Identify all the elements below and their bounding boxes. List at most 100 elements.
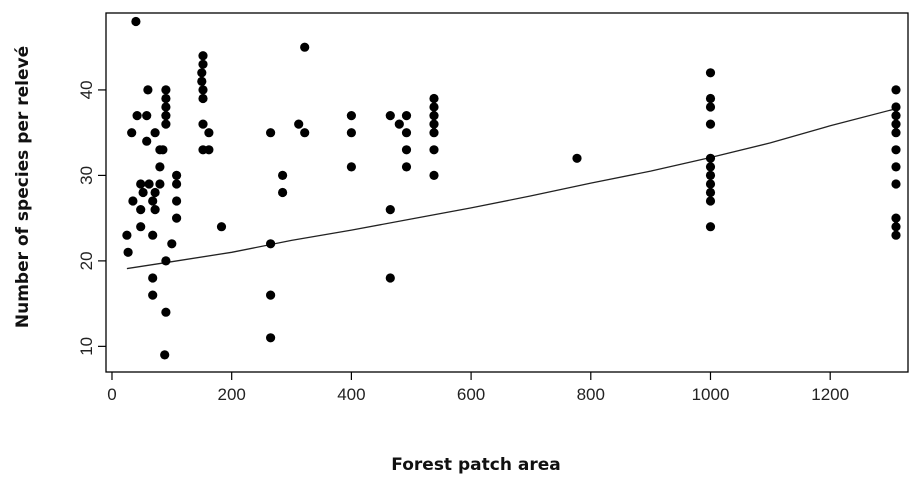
data-point [161, 102, 171, 112]
data-point [158, 145, 168, 155]
data-point [278, 187, 288, 198]
data-point [705, 93, 716, 104]
data-point [385, 273, 395, 283]
data-point [705, 68, 716, 78]
data-point [143, 85, 153, 95]
x-tick-label: 1000 [692, 385, 730, 404]
x-tick-label: 1200 [811, 385, 849, 404]
data-point [161, 111, 171, 121]
x-tick-label: 800 [577, 385, 605, 404]
data-point [198, 93, 208, 104]
data-point [167, 239, 177, 249]
data-point [300, 42, 310, 52]
fit-line [126, 108, 897, 270]
data-point [385, 205, 395, 215]
data-point [429, 145, 439, 155]
data-point [148, 273, 158, 283]
data-point [705, 179, 716, 189]
data-point [132, 111, 142, 121]
data-point [346, 111, 356, 121]
data-point [705, 102, 716, 112]
data-point [198, 59, 208, 69]
data-point [216, 222, 227, 232]
y-tick-label: 10 [77, 337, 96, 356]
data-point [150, 205, 160, 215]
data-point [429, 170, 439, 180]
data-point [128, 196, 138, 206]
data-point [161, 85, 171, 95]
data-point [300, 128, 310, 138]
data-point [394, 119, 404, 129]
data-point [161, 93, 171, 104]
data-point [197, 76, 207, 86]
data-point [346, 128, 356, 138]
data-point [891, 128, 901, 138]
data-point [155, 179, 165, 189]
data-point [198, 119, 208, 129]
data-point [155, 162, 165, 172]
data-point [401, 128, 412, 138]
data-point [429, 102, 439, 112]
data-point [198, 85, 208, 95]
y-axis-title: Number of species per relevé [13, 46, 33, 328]
data-point [160, 350, 170, 360]
data-point [204, 128, 214, 138]
fit-line-group [126, 108, 897, 270]
y-tick-label: 40 [77, 80, 96, 99]
data-point [891, 145, 901, 155]
x-axis: 0 200 400 600 800 1000 1200 [107, 372, 849, 404]
data-point [172, 179, 182, 189]
data-point [891, 111, 901, 121]
data-point [148, 290, 158, 300]
data-point [204, 145, 214, 155]
data-point [266, 290, 276, 300]
data-point [705, 170, 716, 180]
data-point [891, 179, 901, 189]
data-point [148, 196, 158, 206]
x-tick-label: 200 [217, 385, 245, 404]
data-point [294, 119, 304, 129]
data-point [122, 230, 132, 240]
y-tick-label: 30 [77, 166, 96, 185]
data-point [131, 16, 141, 27]
data-point [705, 187, 716, 198]
data-point [429, 111, 439, 121]
data-point [136, 179, 146, 189]
data-point [278, 170, 288, 180]
x-tick-label: 400 [337, 385, 365, 404]
data-point [172, 213, 182, 223]
data-point [266, 239, 276, 249]
data-point [401, 111, 412, 121]
data-point [891, 85, 901, 95]
data-point [150, 187, 160, 198]
x-axis-title: Forest patch area [391, 455, 560, 475]
data-point [891, 222, 901, 232]
data-point [705, 222, 716, 232]
data-point [161, 119, 171, 129]
data-point [172, 170, 182, 180]
data-point [172, 196, 182, 206]
x-tick-label: 0 [107, 385, 116, 404]
data-point [891, 213, 901, 223]
data-point [198, 51, 208, 61]
y-axis: 10 20 30 40 [77, 80, 106, 356]
data-point [127, 128, 137, 138]
data-point [123, 247, 133, 257]
data-point [891, 230, 901, 240]
data-point [266, 128, 276, 138]
plot-frame [105, 12, 909, 373]
data-point [401, 145, 412, 155]
data-point [138, 187, 148, 198]
data-point [429, 119, 439, 129]
data-point [705, 162, 716, 172]
data-point [161, 256, 171, 266]
data-point [572, 153, 582, 163]
data-point [148, 230, 158, 240]
data-point [705, 153, 716, 163]
y-tick-label: 20 [77, 251, 96, 270]
data-point [136, 205, 146, 215]
data-point [144, 179, 154, 189]
data-point [429, 128, 439, 138]
data-point [197, 68, 207, 78]
